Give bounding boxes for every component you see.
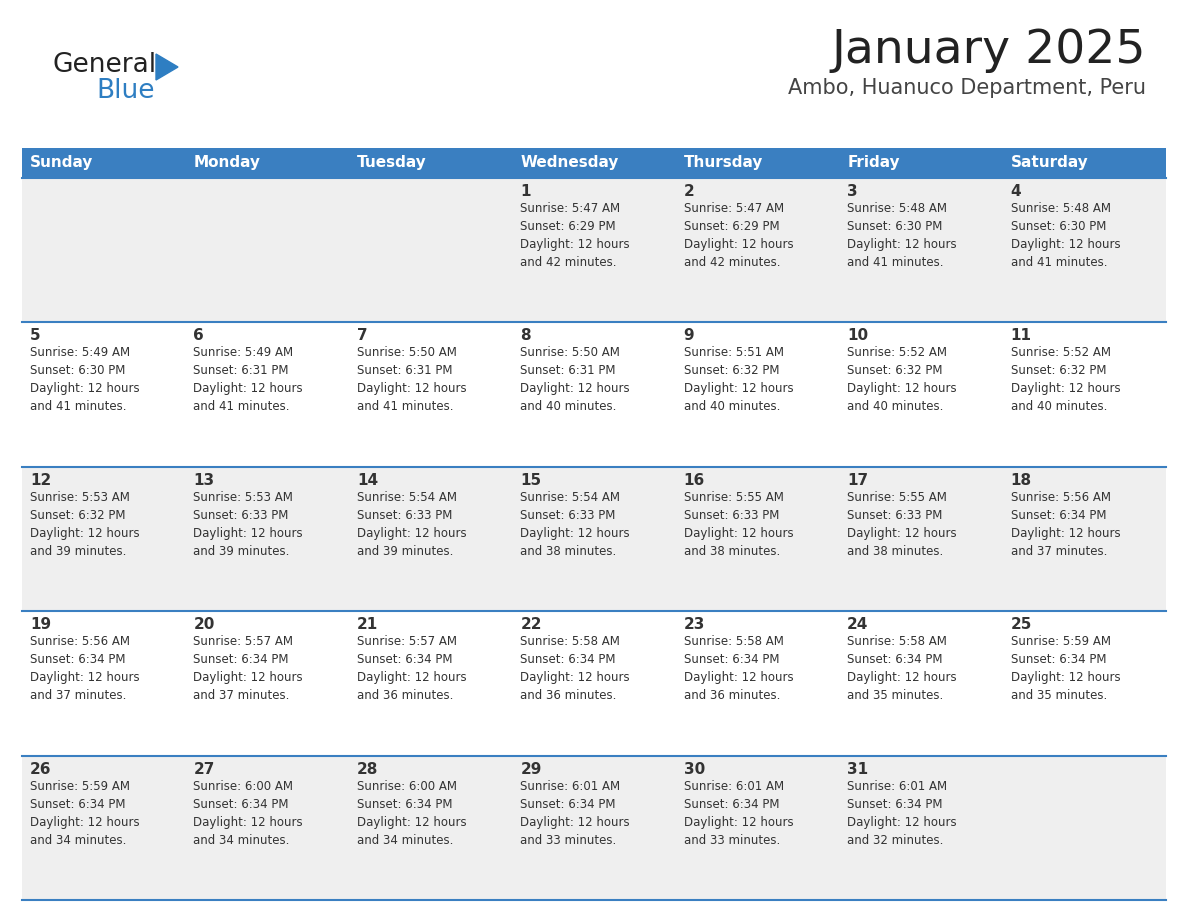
Text: 12: 12 bbox=[30, 473, 51, 487]
Text: 5: 5 bbox=[30, 329, 40, 343]
Text: Sunrise: 5:58 AM
Sunset: 6:34 PM
Daylight: 12 hours
and 35 minutes.: Sunrise: 5:58 AM Sunset: 6:34 PM Dayligh… bbox=[847, 635, 956, 702]
Text: Sunrise: 5:48 AM
Sunset: 6:30 PM
Daylight: 12 hours
and 41 minutes.: Sunrise: 5:48 AM Sunset: 6:30 PM Dayligh… bbox=[1011, 202, 1120, 269]
Text: Sunrise: 5:50 AM
Sunset: 6:31 PM
Daylight: 12 hours
and 40 minutes.: Sunrise: 5:50 AM Sunset: 6:31 PM Dayligh… bbox=[520, 346, 630, 413]
Text: 29: 29 bbox=[520, 762, 542, 777]
FancyBboxPatch shape bbox=[23, 611, 1165, 756]
FancyBboxPatch shape bbox=[23, 148, 1165, 178]
Text: 1: 1 bbox=[520, 184, 531, 199]
Text: 23: 23 bbox=[684, 617, 706, 633]
Text: Sunrise: 5:52 AM
Sunset: 6:32 PM
Daylight: 12 hours
and 40 minutes.: Sunrise: 5:52 AM Sunset: 6:32 PM Dayligh… bbox=[1011, 346, 1120, 413]
Text: 14: 14 bbox=[356, 473, 378, 487]
Text: Sunrise: 5:54 AM
Sunset: 6:33 PM
Daylight: 12 hours
and 38 minutes.: Sunrise: 5:54 AM Sunset: 6:33 PM Dayligh… bbox=[520, 491, 630, 558]
Text: 27: 27 bbox=[194, 762, 215, 777]
Text: 9: 9 bbox=[684, 329, 694, 343]
Text: January 2025: January 2025 bbox=[832, 28, 1146, 73]
Text: 15: 15 bbox=[520, 473, 542, 487]
Text: 10: 10 bbox=[847, 329, 868, 343]
Text: Sunrise: 5:56 AM
Sunset: 6:34 PM
Daylight: 12 hours
and 37 minutes.: Sunrise: 5:56 AM Sunset: 6:34 PM Dayligh… bbox=[30, 635, 140, 702]
Text: 4: 4 bbox=[1011, 184, 1022, 199]
Text: Sunrise: 5:55 AM
Sunset: 6:33 PM
Daylight: 12 hours
and 38 minutes.: Sunrise: 5:55 AM Sunset: 6:33 PM Dayligh… bbox=[684, 491, 794, 558]
Text: 16: 16 bbox=[684, 473, 704, 487]
Text: Sunrise: 5:50 AM
Sunset: 6:31 PM
Daylight: 12 hours
and 41 minutes.: Sunrise: 5:50 AM Sunset: 6:31 PM Dayligh… bbox=[356, 346, 467, 413]
Text: Sunrise: 5:59 AM
Sunset: 6:34 PM
Daylight: 12 hours
and 34 minutes.: Sunrise: 5:59 AM Sunset: 6:34 PM Dayligh… bbox=[30, 779, 140, 846]
Text: Sunrise: 6:00 AM
Sunset: 6:34 PM
Daylight: 12 hours
and 34 minutes.: Sunrise: 6:00 AM Sunset: 6:34 PM Dayligh… bbox=[356, 779, 467, 846]
Text: 11: 11 bbox=[1011, 329, 1031, 343]
Text: Ambo, Huanuco Department, Peru: Ambo, Huanuco Department, Peru bbox=[788, 78, 1146, 98]
Text: 13: 13 bbox=[194, 473, 215, 487]
Text: Sunrise: 5:49 AM
Sunset: 6:31 PM
Daylight: 12 hours
and 41 minutes.: Sunrise: 5:49 AM Sunset: 6:31 PM Dayligh… bbox=[194, 346, 303, 413]
Text: 7: 7 bbox=[356, 329, 367, 343]
Text: 30: 30 bbox=[684, 762, 704, 777]
Text: 19: 19 bbox=[30, 617, 51, 633]
Text: 20: 20 bbox=[194, 617, 215, 633]
Text: Tuesday: Tuesday bbox=[356, 155, 426, 171]
Text: 24: 24 bbox=[847, 617, 868, 633]
Text: Sunrise: 6:01 AM
Sunset: 6:34 PM
Daylight: 12 hours
and 32 minutes.: Sunrise: 6:01 AM Sunset: 6:34 PM Dayligh… bbox=[847, 779, 956, 846]
Text: Sunrise: 5:58 AM
Sunset: 6:34 PM
Daylight: 12 hours
and 36 minutes.: Sunrise: 5:58 AM Sunset: 6:34 PM Dayligh… bbox=[684, 635, 794, 702]
Text: Sunrise: 6:01 AM
Sunset: 6:34 PM
Daylight: 12 hours
and 33 minutes.: Sunrise: 6:01 AM Sunset: 6:34 PM Dayligh… bbox=[520, 779, 630, 846]
Text: Sunrise: 5:49 AM
Sunset: 6:30 PM
Daylight: 12 hours
and 41 minutes.: Sunrise: 5:49 AM Sunset: 6:30 PM Dayligh… bbox=[30, 346, 140, 413]
Text: Sunrise: 5:54 AM
Sunset: 6:33 PM
Daylight: 12 hours
and 39 minutes.: Sunrise: 5:54 AM Sunset: 6:33 PM Dayligh… bbox=[356, 491, 467, 558]
Text: 28: 28 bbox=[356, 762, 378, 777]
Text: Sunrise: 5:57 AM
Sunset: 6:34 PM
Daylight: 12 hours
and 37 minutes.: Sunrise: 5:57 AM Sunset: 6:34 PM Dayligh… bbox=[194, 635, 303, 702]
Text: Sunrise: 6:01 AM
Sunset: 6:34 PM
Daylight: 12 hours
and 33 minutes.: Sunrise: 6:01 AM Sunset: 6:34 PM Dayligh… bbox=[684, 779, 794, 846]
Text: Thursday: Thursday bbox=[684, 155, 763, 171]
Text: 18: 18 bbox=[1011, 473, 1031, 487]
Text: 31: 31 bbox=[847, 762, 868, 777]
Text: 26: 26 bbox=[30, 762, 51, 777]
Text: Monday: Monday bbox=[194, 155, 260, 171]
Text: Sunrise: 5:48 AM
Sunset: 6:30 PM
Daylight: 12 hours
and 41 minutes.: Sunrise: 5:48 AM Sunset: 6:30 PM Dayligh… bbox=[847, 202, 956, 269]
Text: Sunrise: 5:52 AM
Sunset: 6:32 PM
Daylight: 12 hours
and 40 minutes.: Sunrise: 5:52 AM Sunset: 6:32 PM Dayligh… bbox=[847, 346, 956, 413]
Polygon shape bbox=[156, 54, 178, 80]
Text: Sunrise: 5:58 AM
Sunset: 6:34 PM
Daylight: 12 hours
and 36 minutes.: Sunrise: 5:58 AM Sunset: 6:34 PM Dayligh… bbox=[520, 635, 630, 702]
Text: Wednesday: Wednesday bbox=[520, 155, 619, 171]
Text: Sunrise: 5:59 AM
Sunset: 6:34 PM
Daylight: 12 hours
and 35 minutes.: Sunrise: 5:59 AM Sunset: 6:34 PM Dayligh… bbox=[1011, 635, 1120, 702]
Text: Sunrise: 5:47 AM
Sunset: 6:29 PM
Daylight: 12 hours
and 42 minutes.: Sunrise: 5:47 AM Sunset: 6:29 PM Dayligh… bbox=[520, 202, 630, 269]
Text: Sunrise: 5:57 AM
Sunset: 6:34 PM
Daylight: 12 hours
and 36 minutes.: Sunrise: 5:57 AM Sunset: 6:34 PM Dayligh… bbox=[356, 635, 467, 702]
Text: Sunrise: 5:55 AM
Sunset: 6:33 PM
Daylight: 12 hours
and 38 minutes.: Sunrise: 5:55 AM Sunset: 6:33 PM Dayligh… bbox=[847, 491, 956, 558]
FancyBboxPatch shape bbox=[23, 466, 1165, 611]
Text: 22: 22 bbox=[520, 617, 542, 633]
Text: 17: 17 bbox=[847, 473, 868, 487]
Text: Sunrise: 5:47 AM
Sunset: 6:29 PM
Daylight: 12 hours
and 42 minutes.: Sunrise: 5:47 AM Sunset: 6:29 PM Dayligh… bbox=[684, 202, 794, 269]
Text: General: General bbox=[52, 52, 156, 78]
FancyBboxPatch shape bbox=[23, 178, 1165, 322]
Text: Sunrise: 5:56 AM
Sunset: 6:34 PM
Daylight: 12 hours
and 37 minutes.: Sunrise: 5:56 AM Sunset: 6:34 PM Dayligh… bbox=[1011, 491, 1120, 558]
Text: Friday: Friday bbox=[847, 155, 899, 171]
Text: Sunrise: 5:53 AM
Sunset: 6:32 PM
Daylight: 12 hours
and 39 minutes.: Sunrise: 5:53 AM Sunset: 6:32 PM Dayligh… bbox=[30, 491, 140, 558]
Text: Saturday: Saturday bbox=[1011, 155, 1088, 171]
Text: 6: 6 bbox=[194, 329, 204, 343]
Text: 2: 2 bbox=[684, 184, 695, 199]
Text: 8: 8 bbox=[520, 329, 531, 343]
Text: Sunday: Sunday bbox=[30, 155, 94, 171]
Text: Blue: Blue bbox=[96, 78, 154, 104]
FancyBboxPatch shape bbox=[23, 756, 1165, 900]
Text: Sunrise: 6:00 AM
Sunset: 6:34 PM
Daylight: 12 hours
and 34 minutes.: Sunrise: 6:00 AM Sunset: 6:34 PM Dayligh… bbox=[194, 779, 303, 846]
FancyBboxPatch shape bbox=[23, 322, 1165, 466]
Text: 25: 25 bbox=[1011, 617, 1032, 633]
Text: 3: 3 bbox=[847, 184, 858, 199]
Text: 21: 21 bbox=[356, 617, 378, 633]
Text: Sunrise: 5:53 AM
Sunset: 6:33 PM
Daylight: 12 hours
and 39 minutes.: Sunrise: 5:53 AM Sunset: 6:33 PM Dayligh… bbox=[194, 491, 303, 558]
Text: Sunrise: 5:51 AM
Sunset: 6:32 PM
Daylight: 12 hours
and 40 minutes.: Sunrise: 5:51 AM Sunset: 6:32 PM Dayligh… bbox=[684, 346, 794, 413]
